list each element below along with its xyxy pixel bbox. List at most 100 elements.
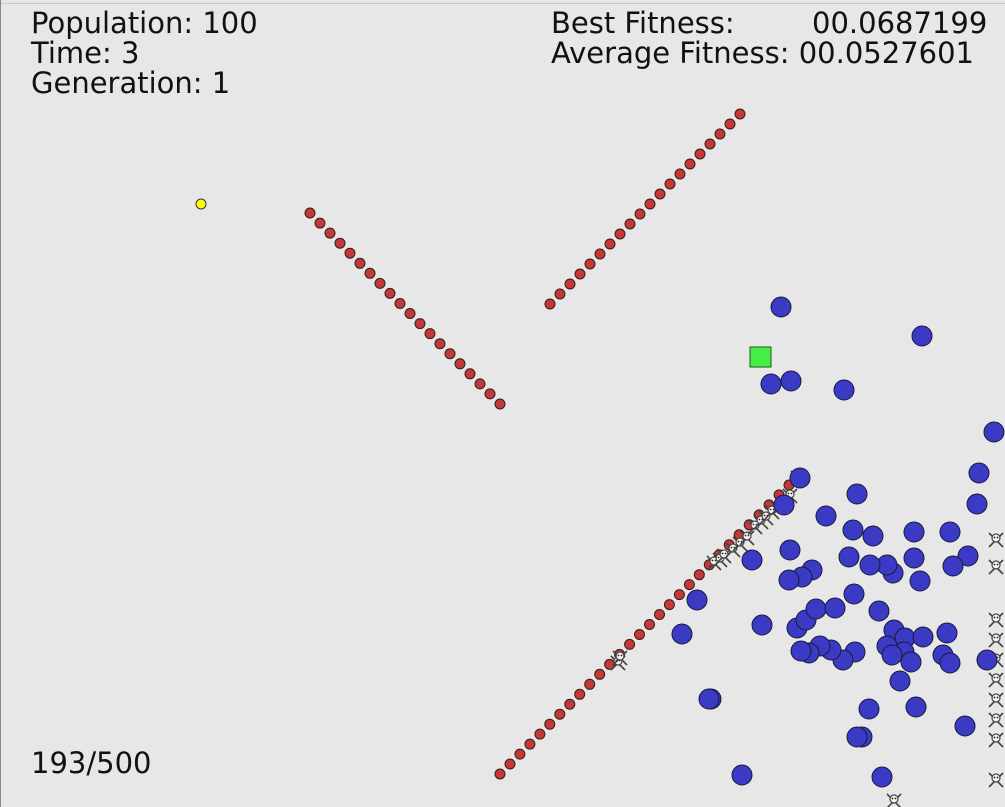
obstacle-dot	[424, 328, 436, 340]
obstacle-dot	[654, 188, 666, 200]
obstacle-dot	[664, 178, 676, 190]
agent	[790, 640, 812, 662]
obstacle-dot	[724, 118, 736, 130]
obstacle-dot	[674, 168, 686, 180]
obstacle-dot	[334, 237, 346, 249]
skull-crossbones-icon	[612, 650, 628, 666]
obstacle-dot	[354, 257, 366, 269]
agent	[846, 726, 868, 748]
agent	[936, 622, 958, 644]
obstacle-dot	[584, 678, 596, 690]
agent	[862, 525, 884, 547]
obstacle-dot	[414, 318, 426, 330]
agent	[842, 519, 864, 541]
agent	[858, 698, 880, 720]
average-fitness-readout: Average Fitness: 00.0527601	[551, 38, 974, 68]
obstacle-dot	[644, 198, 656, 210]
obstacle-dot	[734, 108, 746, 120]
obstacle-dot	[394, 298, 406, 309]
obstacle-dot	[434, 338, 446, 350]
obstacle-dot	[574, 688, 586, 700]
obstacle-dot	[574, 268, 586, 280]
population-readout: Population: 100	[31, 8, 258, 38]
dead-agent-layer	[610, 470, 1004, 807]
time-readout: Time: 3	[31, 38, 139, 68]
obstacle-dot	[454, 358, 466, 370]
skull-crossbones-icon	[988, 632, 1004, 648]
agent	[779, 539, 801, 561]
obstacle-dot	[504, 758, 516, 770]
best-fitness-value: 00.0687199	[812, 6, 988, 40]
obstacle-dot	[604, 238, 616, 250]
generation-readout: Generation: 1	[31, 68, 230, 98]
markers-layer	[195, 198, 772, 368]
obstacle-dot	[374, 277, 386, 289]
agent	[911, 325, 933, 347]
skull-crossbones-icon	[988, 692, 1004, 708]
agent	[966, 493, 988, 515]
agent	[939, 521, 961, 543]
spawn-point	[195, 198, 207, 210]
obstacle-dot	[534, 728, 546, 740]
obstacle-dot	[304, 207, 316, 219]
obstacle-dot	[624, 638, 636, 650]
agent	[760, 373, 782, 395]
obstacle-dot	[524, 738, 536, 750]
obstacle-dot	[594, 668, 606, 680]
agent	[871, 766, 893, 788]
obstacle-dot	[694, 148, 706, 160]
skull-crossbones-icon	[988, 712, 1004, 728]
agent	[778, 569, 800, 591]
obstacle-dot	[384, 287, 396, 299]
obstacle-dot	[314, 217, 326, 229]
agent	[957, 545, 979, 567]
agent	[751, 614, 773, 636]
skull-crossbones-icon	[988, 732, 1004, 748]
obstacle-layer	[304, 108, 805, 780]
obstacle-dot	[693, 569, 705, 581]
obstacle-dot	[554, 708, 566, 720]
obstacle-dot	[644, 619, 655, 630]
obstacle-dot	[464, 368, 476, 380]
skull-crossbones-icon	[988, 612, 1004, 628]
skull-crossbones-icon	[988, 672, 1004, 688]
agent	[859, 554, 881, 576]
population-value: 100	[202, 6, 258, 40]
agent	[968, 462, 990, 484]
agent	[954, 715, 976, 737]
time-value: 3	[120, 36, 140, 70]
obstacle-dot	[564, 698, 576, 710]
skull-crossbones-icon	[716, 548, 732, 564]
agent	[698, 688, 720, 710]
agent	[900, 651, 922, 673]
agent	[805, 598, 827, 620]
obstacle-dot	[484, 388, 496, 400]
agent	[939, 652, 961, 674]
obstacle-dot	[594, 248, 606, 260]
agent	[686, 589, 708, 611]
agent	[868, 600, 890, 622]
obstacle-dot	[404, 308, 416, 319]
agent	[909, 570, 931, 592]
obstacle-dot	[714, 128, 726, 140]
skull-crossbones-icon	[988, 532, 1004, 548]
agent	[889, 670, 911, 692]
average-fitness-label: Average Fitness:	[551, 36, 790, 70]
obstacle-dot	[634, 208, 646, 220]
obstacle-dot	[564, 278, 576, 290]
obstacle-dot	[704, 138, 716, 150]
goal-target	[749, 346, 772, 368]
agent	[903, 521, 925, 543]
obstacle-dot	[344, 247, 356, 259]
agent	[905, 696, 927, 718]
obstacle-dot	[474, 378, 486, 390]
obstacle-dot	[494, 768, 506, 780]
agent	[881, 644, 903, 666]
agent	[671, 623, 693, 645]
obstacle-dot	[624, 218, 636, 230]
generation-label: Generation:	[31, 66, 203, 100]
obstacle-dot	[673, 589, 685, 601]
agent	[983, 421, 1005, 443]
agent	[838, 546, 860, 568]
